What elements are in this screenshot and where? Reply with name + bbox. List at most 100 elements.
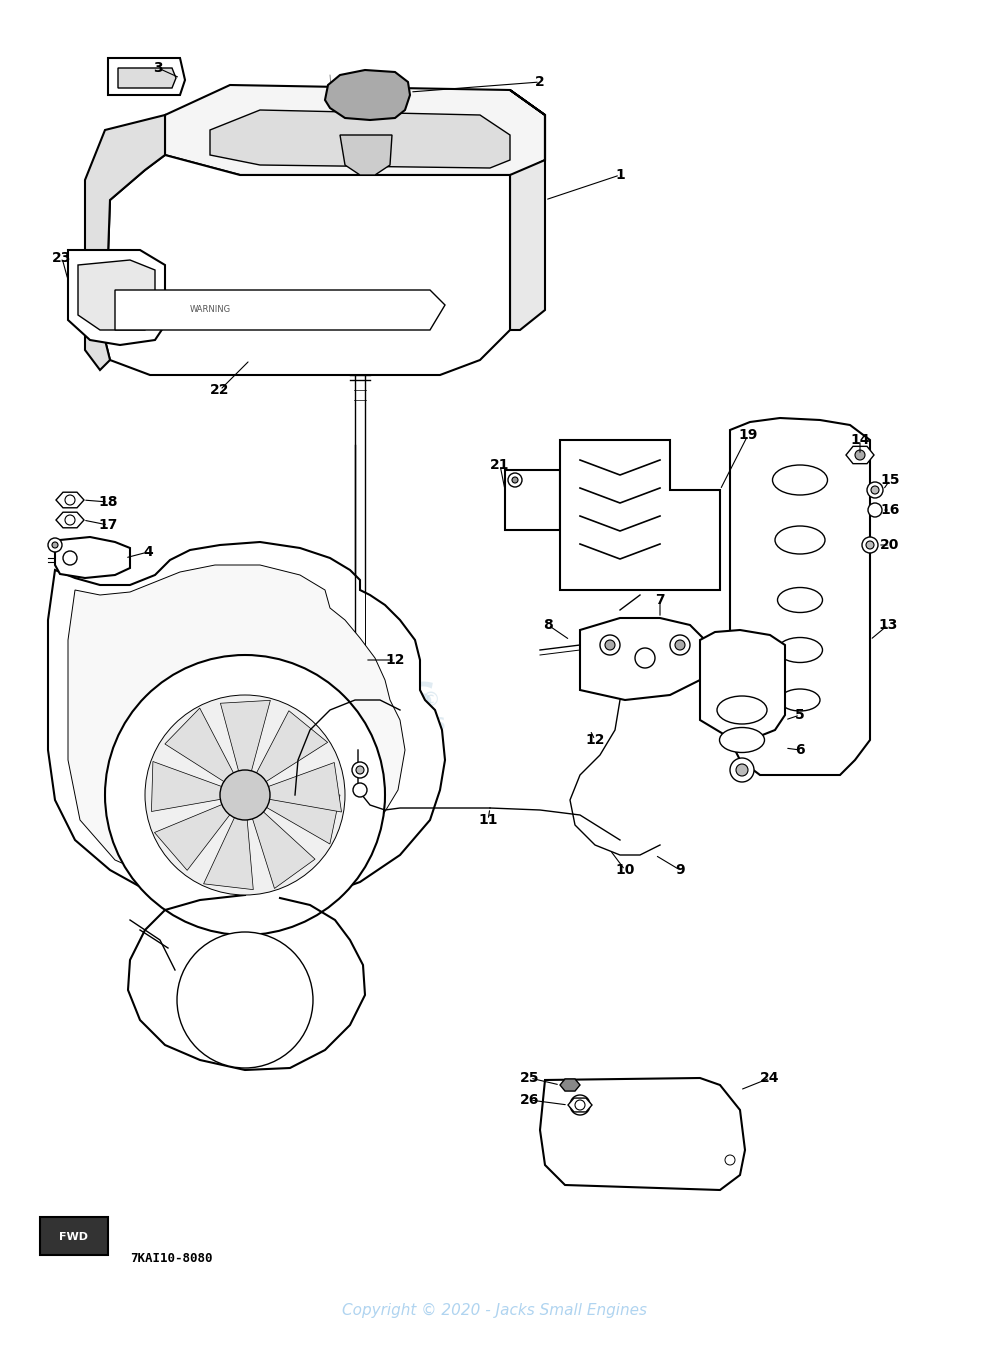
Text: 4: 4 bbox=[143, 546, 153, 559]
Text: 16: 16 bbox=[880, 503, 900, 517]
Polygon shape bbox=[505, 471, 560, 531]
Circle shape bbox=[353, 783, 367, 797]
Bar bbox=[40, 1217, 108, 1255]
Circle shape bbox=[862, 537, 878, 552]
Polygon shape bbox=[118, 68, 176, 89]
Polygon shape bbox=[115, 291, 445, 330]
Circle shape bbox=[605, 640, 615, 651]
Circle shape bbox=[855, 450, 865, 460]
Polygon shape bbox=[165, 708, 245, 795]
Text: 3: 3 bbox=[153, 61, 163, 75]
Text: 19: 19 bbox=[739, 428, 758, 442]
Polygon shape bbox=[510, 90, 545, 330]
Text: JACKS: JACKS bbox=[305, 681, 435, 719]
Text: 17: 17 bbox=[98, 518, 118, 532]
Polygon shape bbox=[154, 795, 245, 870]
Text: 12: 12 bbox=[585, 732, 604, 747]
Polygon shape bbox=[846, 446, 874, 464]
Text: 11: 11 bbox=[479, 813, 497, 827]
Text: 15: 15 bbox=[880, 473, 900, 487]
Ellipse shape bbox=[780, 689, 820, 711]
Text: WARNING: WARNING bbox=[190, 306, 230, 315]
Polygon shape bbox=[340, 135, 392, 175]
Circle shape bbox=[736, 764, 748, 776]
Text: 22: 22 bbox=[211, 383, 229, 397]
Text: 𝒥: 𝒥 bbox=[355, 644, 385, 692]
Polygon shape bbox=[221, 700, 270, 795]
Circle shape bbox=[352, 762, 368, 777]
Circle shape bbox=[65, 516, 75, 525]
Polygon shape bbox=[56, 513, 84, 528]
Circle shape bbox=[508, 473, 522, 487]
Polygon shape bbox=[730, 417, 870, 775]
Polygon shape bbox=[68, 250, 165, 345]
Text: 23: 23 bbox=[52, 251, 71, 265]
Text: 20: 20 bbox=[880, 537, 900, 552]
Text: ©: © bbox=[420, 690, 440, 709]
Polygon shape bbox=[68, 565, 405, 889]
Text: 21: 21 bbox=[491, 458, 509, 472]
Text: 18: 18 bbox=[98, 495, 118, 509]
Text: 5: 5 bbox=[795, 708, 805, 722]
Text: 10: 10 bbox=[615, 863, 635, 877]
Circle shape bbox=[512, 477, 518, 483]
Circle shape bbox=[48, 537, 62, 552]
Text: 9: 9 bbox=[675, 863, 684, 877]
Circle shape bbox=[675, 640, 685, 651]
Circle shape bbox=[866, 542, 874, 548]
Polygon shape bbox=[560, 1079, 580, 1091]
Polygon shape bbox=[560, 441, 720, 591]
Polygon shape bbox=[210, 110, 510, 168]
Polygon shape bbox=[568, 1098, 592, 1112]
Polygon shape bbox=[165, 85, 545, 175]
Circle shape bbox=[730, 758, 754, 782]
Text: 7: 7 bbox=[655, 593, 665, 607]
Circle shape bbox=[600, 636, 620, 655]
Text: 6: 6 bbox=[795, 743, 805, 757]
Text: 26: 26 bbox=[520, 1093, 540, 1108]
Polygon shape bbox=[245, 762, 341, 812]
Ellipse shape bbox=[775, 527, 825, 554]
Text: 25: 25 bbox=[520, 1071, 540, 1084]
Polygon shape bbox=[204, 795, 253, 889]
Circle shape bbox=[177, 932, 313, 1068]
Ellipse shape bbox=[717, 696, 767, 724]
Text: 14: 14 bbox=[851, 432, 869, 447]
Text: 12: 12 bbox=[386, 653, 405, 667]
Circle shape bbox=[65, 495, 75, 505]
Circle shape bbox=[725, 1155, 735, 1165]
Polygon shape bbox=[151, 761, 245, 812]
Circle shape bbox=[868, 503, 882, 517]
Polygon shape bbox=[105, 155, 510, 375]
Polygon shape bbox=[85, 115, 165, 370]
Text: 2: 2 bbox=[535, 75, 545, 89]
Polygon shape bbox=[580, 618, 710, 700]
Polygon shape bbox=[55, 537, 130, 578]
Circle shape bbox=[871, 486, 879, 494]
Circle shape bbox=[356, 767, 364, 773]
Polygon shape bbox=[245, 711, 327, 795]
Text: 13: 13 bbox=[878, 618, 898, 632]
Polygon shape bbox=[245, 795, 315, 888]
Polygon shape bbox=[245, 795, 340, 844]
Ellipse shape bbox=[777, 588, 823, 612]
Polygon shape bbox=[56, 492, 84, 507]
Circle shape bbox=[867, 481, 883, 498]
Polygon shape bbox=[700, 630, 785, 738]
Ellipse shape bbox=[720, 727, 764, 753]
Circle shape bbox=[105, 655, 385, 934]
Circle shape bbox=[145, 696, 345, 895]
Text: 24: 24 bbox=[761, 1071, 779, 1084]
Text: 8: 8 bbox=[543, 618, 553, 632]
Circle shape bbox=[52, 542, 58, 548]
Circle shape bbox=[575, 1099, 585, 1110]
Ellipse shape bbox=[777, 637, 823, 663]
Text: 1: 1 bbox=[615, 168, 625, 181]
Text: SMALL ENGINES: SMALL ENGINES bbox=[295, 716, 445, 734]
Text: Copyright © 2020 - Jacks Small Engines: Copyright © 2020 - Jacks Small Engines bbox=[341, 1303, 647, 1318]
Circle shape bbox=[570, 1095, 590, 1114]
Polygon shape bbox=[48, 542, 445, 907]
Polygon shape bbox=[540, 1078, 745, 1189]
Ellipse shape bbox=[772, 465, 828, 495]
Text: 7KAI10-8080: 7KAI10-8080 bbox=[130, 1252, 213, 1264]
